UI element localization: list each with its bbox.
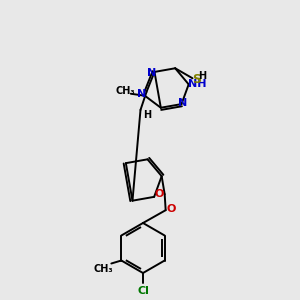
Text: N: N [147, 68, 156, 78]
Text: N: N [178, 98, 187, 108]
Text: CH₃: CH₃ [94, 263, 113, 274]
Text: O: O [154, 189, 164, 199]
Text: N: N [137, 89, 146, 99]
Text: H: H [198, 71, 207, 81]
Text: Cl: Cl [137, 286, 149, 296]
Text: NH: NH [188, 80, 207, 89]
Text: S: S [192, 73, 201, 86]
Text: H: H [143, 110, 152, 120]
Text: O: O [167, 204, 176, 214]
Text: CH₃: CH₃ [115, 86, 135, 96]
